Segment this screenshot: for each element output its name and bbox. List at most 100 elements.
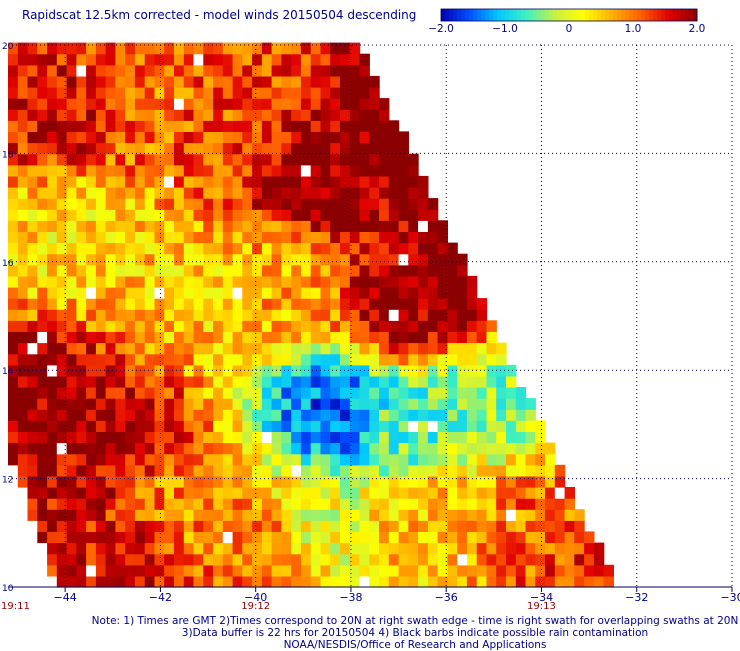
time-label: 19:11 xyxy=(1,601,30,612)
heatmap-cell xyxy=(222,53,234,66)
heatmap-cell xyxy=(447,509,458,521)
heatmap-cell xyxy=(164,164,175,177)
heatmap-cell xyxy=(66,375,77,388)
heatmap-cell xyxy=(330,353,341,366)
heatmap-cell xyxy=(47,142,58,155)
heatmap-cell xyxy=(574,575,585,588)
heatmap-cell xyxy=(47,309,58,321)
heatmap-cell xyxy=(17,131,29,144)
heatmap-cell xyxy=(66,320,77,332)
heatmap-cell xyxy=(222,387,234,399)
heatmap-cell xyxy=(144,120,156,132)
heatmap-cell xyxy=(17,109,29,121)
heatmap-cell xyxy=(281,320,292,332)
heatmap-cell xyxy=(203,75,214,88)
heatmap-cell xyxy=(86,564,97,577)
heatmap-cell xyxy=(291,553,302,566)
heatmap-cell xyxy=(300,409,312,421)
heatmap-cell xyxy=(125,98,136,110)
heatmap-cell xyxy=(125,498,136,510)
heatmap-cell xyxy=(232,220,243,232)
heatmap-cell xyxy=(281,287,292,299)
heatmap-cell xyxy=(320,187,331,199)
heatmap-cell xyxy=(105,75,116,88)
heatmap-cell xyxy=(17,231,29,244)
heatmap-cell xyxy=(95,320,107,332)
heatmap-cell xyxy=(193,253,204,266)
heatmap-cell xyxy=(76,242,87,255)
heatmap-cell xyxy=(369,175,380,188)
heatmap-cell xyxy=(232,509,243,521)
heatmap-cell xyxy=(261,387,273,399)
heatmap-cell xyxy=(56,487,68,499)
heatmap-cell xyxy=(105,231,116,244)
heatmap-cell xyxy=(271,131,282,144)
heatmap-cell xyxy=(125,531,136,544)
heatmap-cell xyxy=(47,187,58,199)
heatmap-cell xyxy=(398,531,409,544)
heatmap-cell xyxy=(27,453,38,466)
heatmap-cell xyxy=(125,564,136,577)
heatmap-cell xyxy=(164,198,175,210)
heatmap-cell xyxy=(56,309,68,321)
heatmap-cell xyxy=(56,353,68,366)
heatmap-cell xyxy=(222,187,234,199)
heatmap-cell xyxy=(66,353,77,366)
heatmap-cell xyxy=(66,198,77,210)
heatmap-cell xyxy=(105,298,116,310)
heatmap-cell xyxy=(261,87,273,99)
heatmap-cell xyxy=(56,420,68,432)
heatmap-cell xyxy=(437,387,448,399)
heatmap-cell xyxy=(37,398,48,410)
heatmap-cell xyxy=(359,298,370,310)
heatmap-cell xyxy=(340,264,351,277)
heatmap-cell xyxy=(144,231,156,244)
heatmap-cell xyxy=(164,209,175,221)
heatmap-cell xyxy=(447,309,458,321)
heatmap-cell xyxy=(213,553,224,566)
heatmap-cell xyxy=(447,498,458,510)
heatmap-cell xyxy=(535,564,546,577)
heatmap-cell xyxy=(535,453,546,466)
heatmap-cell xyxy=(37,98,48,110)
colorbar-swatch xyxy=(601,9,606,21)
heatmap-cell xyxy=(37,120,48,132)
heatmap-cell xyxy=(56,209,68,221)
heatmap-cell xyxy=(388,409,400,421)
heatmap-cell xyxy=(193,153,204,166)
heatmap-cell xyxy=(115,53,126,66)
heatmap-cell xyxy=(252,287,263,299)
heatmap-cell xyxy=(281,353,292,366)
heatmap-cell xyxy=(144,342,156,355)
heatmap-cell xyxy=(76,287,87,299)
heatmap-cell xyxy=(125,275,136,288)
heatmap-cell xyxy=(271,331,282,344)
heatmap-cell xyxy=(261,331,273,344)
heatmap-cell xyxy=(213,331,224,344)
heatmap-cell xyxy=(144,409,156,421)
heatmap-cell xyxy=(183,464,195,477)
heatmap-cell xyxy=(242,242,253,255)
heatmap-cell xyxy=(457,464,468,477)
heatmap-cell xyxy=(271,498,282,510)
heatmap-cell xyxy=(86,64,97,77)
heatmap-cell xyxy=(144,509,156,521)
heatmap-cell xyxy=(213,475,224,488)
heatmap-cell xyxy=(144,453,156,466)
heatmap-cell xyxy=(154,353,165,366)
heatmap-cell xyxy=(388,320,400,332)
heatmap-cell xyxy=(310,520,322,532)
heatmap-cell xyxy=(447,487,458,499)
heatmap-cell xyxy=(330,475,341,488)
heatmap-cell xyxy=(515,464,527,477)
heatmap-cell xyxy=(144,264,156,277)
heatmap-cell xyxy=(369,420,380,432)
heatmap-cell xyxy=(369,331,380,344)
heatmap-cell xyxy=(105,264,116,277)
heatmap-cell xyxy=(525,409,536,421)
heatmap-cell xyxy=(281,398,292,410)
heatmap-cell xyxy=(506,464,517,477)
heatmap-cell xyxy=(359,498,370,510)
heatmap-cell xyxy=(388,187,400,199)
heatmap-cell xyxy=(154,153,165,166)
